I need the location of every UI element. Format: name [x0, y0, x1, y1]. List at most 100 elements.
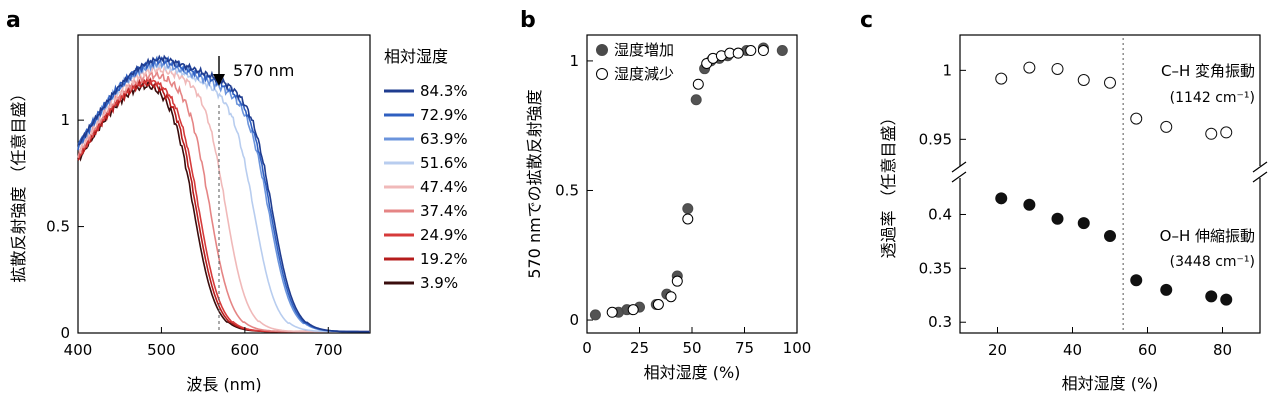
panel-a-y-tick-label: 0.5 — [46, 218, 70, 236]
panel-b-legend-entry: 湿度減少 — [614, 65, 674, 83]
panel-a-x-tick-label: 700 — [314, 341, 343, 359]
panel-c-broken-axis-chart: 20 40 60 80 1 0.95 0.4 0.35 0.3 C–H 変角振動 (1142 … — [879, 34, 1270, 393]
panel-b-legend-entry: 湿度増加 — [614, 41, 674, 59]
panel-a-legend-title: 相対湿度 — [384, 47, 448, 66]
panel-a-series-line — [77, 76, 370, 333]
panel-c-bottom-y-tick-label: 0.3 — [928, 313, 952, 331]
panel-c-point-oh — [1130, 274, 1143, 287]
panel-a-spectra-chart: 570 nm 400 500 600 700 0 0.5 1 波長 (nm) 拡散反射強度… — [9, 34, 468, 394]
panel-a-legend-entry: 37.4% — [420, 202, 468, 220]
panel-a-series-line — [77, 78, 370, 333]
panel-a-legend-entry: 72.9% — [420, 106, 468, 124]
panel-c-point-ch — [1023, 61, 1036, 74]
panel-a-arrow-head — [213, 74, 225, 86]
panel-c-point-oh — [1220, 293, 1233, 306]
panel-c-point-ch — [1205, 127, 1218, 140]
panel-a-legend-entry: 63.9% — [420, 130, 468, 148]
panel-c-x-tick-label: 60 — [1138, 341, 1157, 359]
panel-label-a: a — [6, 8, 21, 33]
panel-a-y-tick-label: 1 — [60, 111, 70, 129]
panel-a-y-tick-label: 0 — [60, 324, 70, 342]
panel-b-x-tick-label: 75 — [735, 339, 754, 357]
panel-c-point-ch — [1104, 76, 1116, 89]
panel-c-break-mark-left-top — [951, 161, 967, 173]
panel-b-point-increase — [589, 309, 601, 321]
panel-b-x-tick-label: 25 — [630, 339, 649, 357]
panel-c-point-ch — [1130, 112, 1143, 125]
panel-c-x-tick-label: 40 — [1063, 341, 1082, 359]
panel-c-annotation-oh: O–H 伸縮振動 — [1160, 227, 1255, 245]
panel-c-x-tick-label: 20 — [988, 341, 1007, 359]
panel-c-point-oh — [1051, 212, 1064, 225]
panel-a-series-line — [77, 77, 370, 333]
panel-a-legend-entry: 3.9% — [420, 274, 458, 292]
panel-a-curves — [77, 54, 370, 333]
panel-b-x-tick-label: 50 — [682, 339, 701, 357]
panel-a-series-line — [77, 54, 370, 333]
panel-c-axis-break-right-gap — [1250, 166, 1270, 178]
panel-a-legend: 84.3% 72.9% 63.9% 51.6% 47.4% 37.4% 24.9% 19.2%… — [384, 82, 468, 292]
panel-b-point-decrease — [757, 45, 769, 57]
panel-a-series-line — [77, 68, 370, 333]
panel-c-x-axis-label: 相対湿度 (%) — [1062, 374, 1159, 393]
panel-c-break-mark-right-bottom — [1252, 171, 1268, 183]
panel-c-point-ch — [1051, 62, 1064, 75]
panel-b-point-decrease — [665, 291, 677, 303]
panel-c-top-y-tick-label: 1 — [942, 61, 952, 79]
panel-a-legend-entry: 84.3% — [420, 82, 468, 100]
panel-b-point-decrease — [652, 298, 664, 310]
panel-c-annotation-oh-sub: (3448 cm⁻¹) — [1170, 254, 1255, 270]
panel-b-x-axis-label: 相対湿度 (%) — [644, 363, 741, 382]
panel-b-y-tick-label: 0 — [569, 311, 579, 329]
panel-b-point-increase — [682, 203, 694, 215]
panel-b-point-decrease — [732, 47, 744, 59]
panel-b-point-decrease — [627, 304, 639, 316]
panel-b-y-axis-label: 570 nmでの拡散反射強度 — [525, 89, 544, 278]
panel-a-x-axis-label: 波長 (nm) — [186, 375, 261, 394]
panel-c-point-ch — [1077, 74, 1090, 86]
panel-a-plot-frame — [77, 34, 371, 334]
panel-c-break-mark-right-top — [1252, 161, 1268, 173]
panel-c-bottom-y-tick-label: 0.35 — [919, 259, 952, 277]
panel-c-point-ch — [1160, 120, 1173, 133]
panel-c-plot-frame — [959, 34, 1261, 334]
panel-b-point-decrease — [671, 275, 683, 287]
panel-c-point-oh — [1160, 283, 1173, 296]
panel-a-legend-entry: 51.6% — [420, 154, 468, 172]
panel-a-annotation-570nm: 570 nm — [233, 61, 294, 80]
panel-a-legend-entry: 47.4% — [420, 178, 468, 196]
panel-c-break-mark-left-bottom — [951, 171, 967, 183]
panel-b-y-tick-label: 1 — [569, 52, 579, 70]
panel-b-point-decrease — [606, 306, 618, 318]
panel-c-annotation-ch-sub: (1142 cm⁻¹) — [1170, 90, 1255, 106]
panel-b-point-increase — [690, 94, 702, 106]
panel-b-point-decrease — [692, 78, 704, 90]
panel-c-point-ch — [995, 72, 1008, 85]
panel-c-point-oh — [1104, 230, 1116, 243]
panel-b-legend-marker — [596, 44, 608, 56]
panel-a-x-tick-label: 500 — [147, 341, 176, 359]
panel-a-x-tick-label: 600 — [231, 341, 260, 359]
panel-c-point-oh — [1023, 198, 1036, 211]
panel-c-bottom-y-tick-label: 0.4 — [928, 205, 952, 223]
panel-c-point-oh — [1205, 290, 1218, 303]
panel-b-x-tick-label: 100 — [783, 339, 812, 357]
panel-c-top-y-tick-label: 0.95 — [919, 130, 952, 148]
panel-c-y-axis-label: 透過率 （任意目盛） — [879, 109, 898, 258]
panel-b-y-tick-label: 0.5 — [555, 181, 579, 199]
panel-a-legend-entry: 19.2% — [420, 250, 468, 268]
panel-a-x-tick-label: 400 — [64, 341, 93, 359]
panel-b-point-decrease — [745, 45, 757, 57]
panel-label-b: b — [520, 8, 536, 33]
panel-b-legend-marker — [596, 68, 608, 80]
panel-c-x-tick-label: 80 — [1213, 341, 1232, 359]
panel-a-y-axis-label: 拡散反射強度 （任意目盛） — [9, 85, 28, 282]
panel-label-c: c — [860, 8, 873, 33]
panel-a-legend-entry: 24.9% — [420, 226, 468, 244]
panel-b-point-increase — [776, 45, 788, 57]
panel-c-axis-break-left-gap — [950, 166, 970, 178]
panel-c-point-oh — [995, 192, 1008, 205]
